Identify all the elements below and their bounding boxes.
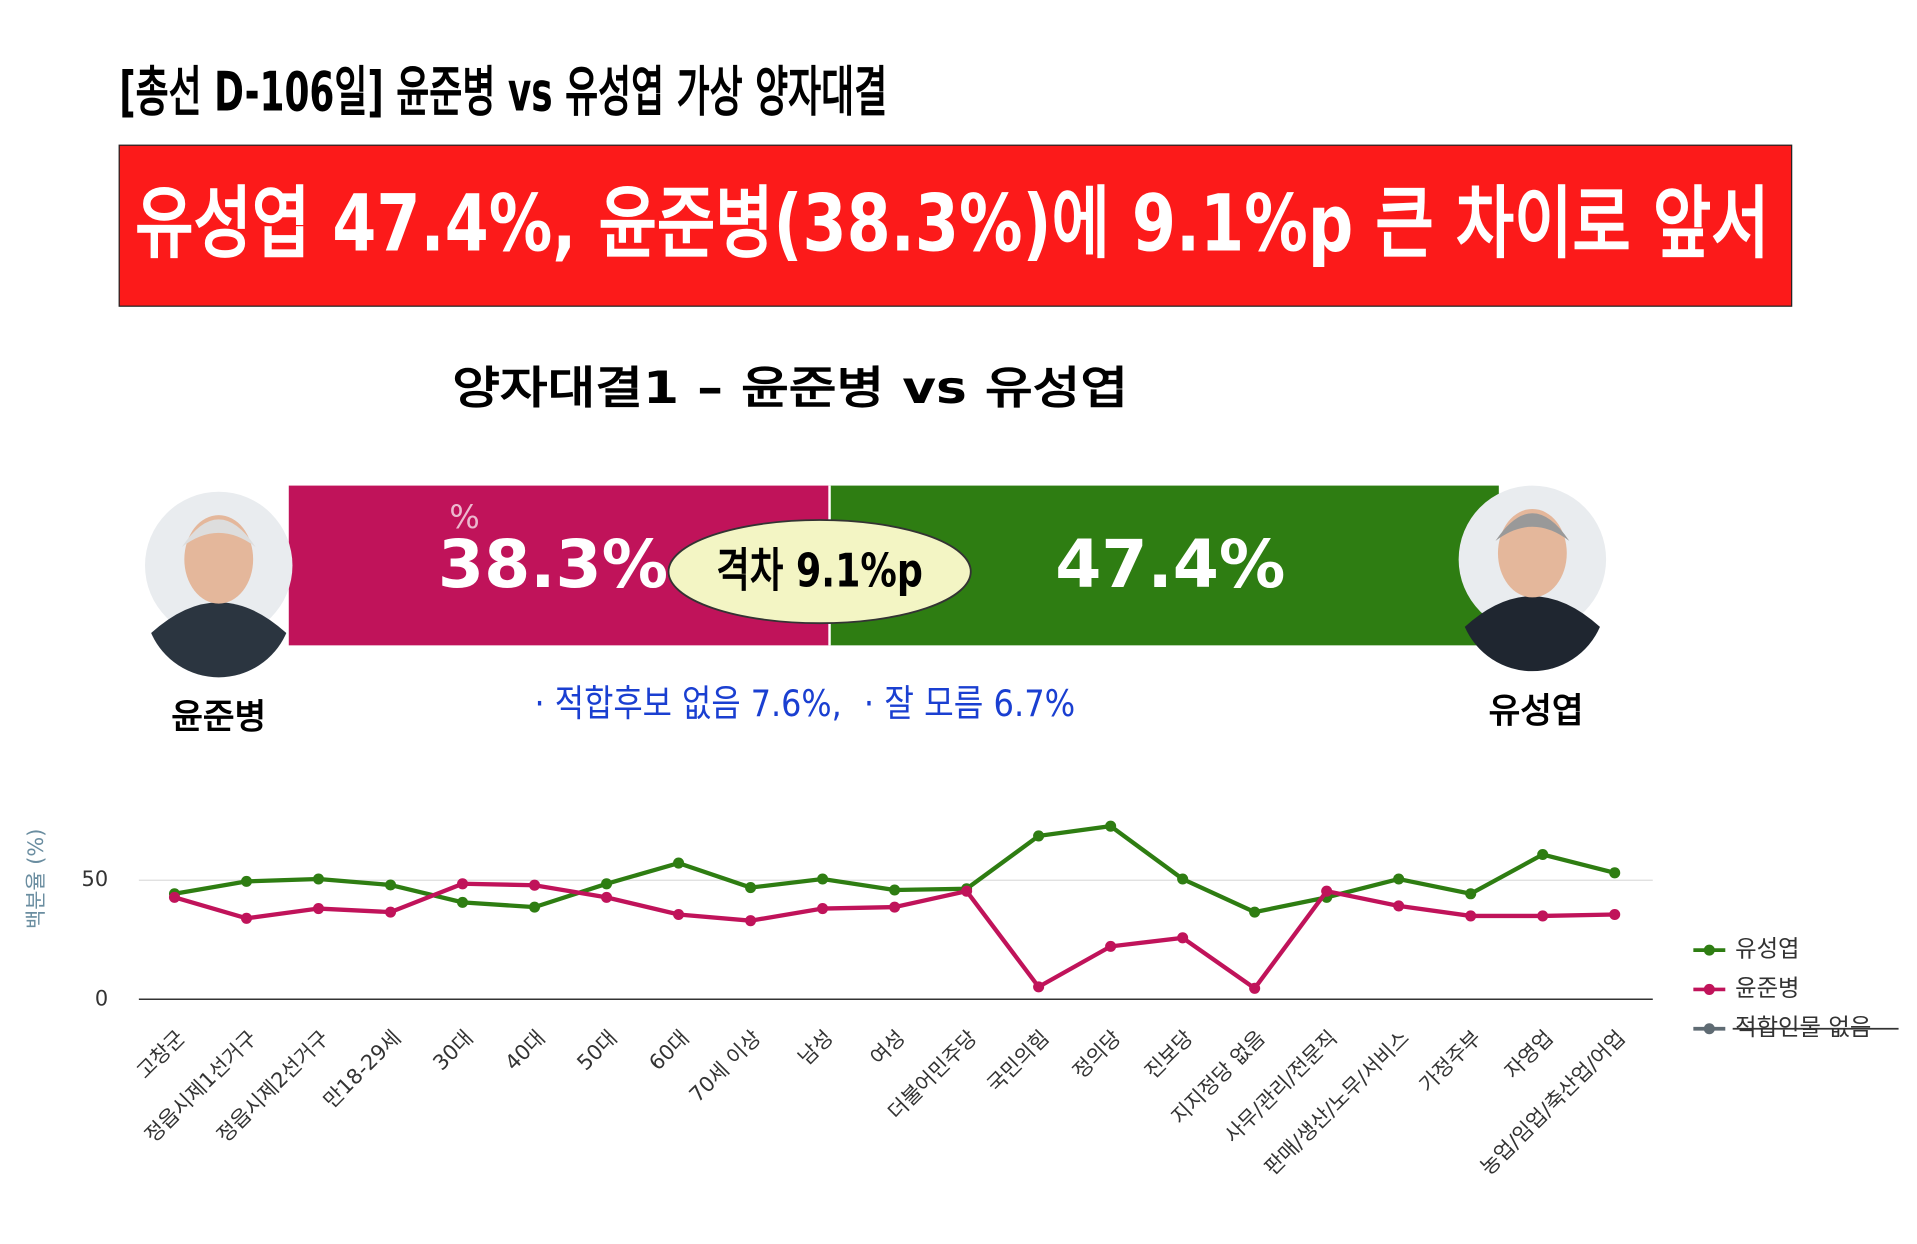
x-tick-label: 70세 이상: [685, 1026, 766, 1107]
gap-label: 격차 9.1%p: [716, 545, 922, 599]
x-tick-label: 60대: [644, 1026, 693, 1075]
data-point: [1321, 885, 1333, 897]
headline: 유성엽 47.4%, 윤준병(38.3%)에 9.1%p 큰 차이로 앞서: [135, 177, 1769, 269]
data-point: [817, 873, 829, 885]
x-tick-label: 농업/임업/축산업/어업: [1476, 1026, 1630, 1180]
legend-dot: [1703, 1023, 1715, 1035]
data-point: [961, 885, 973, 897]
data-point: [673, 908, 685, 921]
photo-suit: [151, 602, 287, 678]
y-axis-label: 백분율 (%): [24, 829, 48, 929]
page-title: [총선 D-106일] 윤준병 vs 유성엽 가상 양자대결: [119, 61, 887, 124]
x-tick-label: 남성: [794, 1026, 838, 1070]
photo-face: [1497, 508, 1567, 598]
stray-mark: %: [449, 498, 479, 536]
bar-value-label: 38.3%: [438, 525, 668, 603]
x-tick-label: 40대: [500, 1026, 549, 1075]
x-tick-label: 30대: [428, 1026, 477, 1075]
series-line: [174, 823, 1616, 915]
legend-label: 적합인물 없음: [1735, 1013, 1871, 1041]
data-point: [1609, 867, 1621, 879]
headline-box: [118, 144, 1793, 307]
data-point: [312, 873, 325, 885]
data-point: [601, 878, 613, 890]
data-point: [889, 901, 901, 913]
data-point: [312, 903, 325, 915]
data-point: [240, 912, 253, 924]
x-tick-label: 국민의힘: [982, 1026, 1053, 1097]
data-point: [1177, 932, 1189, 944]
note: · 적합후보 없음 7.6%,: [535, 682, 842, 725]
data-point: [1105, 820, 1117, 832]
x-tick-label: 판매/생산/노무/서비스: [1260, 1026, 1414, 1180]
y-tick-label: 0: [95, 986, 108, 1010]
data-point: [817, 903, 829, 915]
x-tick-label: 여성: [866, 1026, 910, 1070]
legend-label: 윤준병: [1735, 974, 1799, 1002]
note: · 잘 모름 6.7%: [864, 682, 1075, 725]
data-point: [1465, 888, 1477, 900]
photo-face: [184, 515, 254, 604]
data-point: [384, 879, 397, 891]
data-point: [1249, 982, 1261, 994]
legend-dot: [1703, 944, 1715, 956]
data-point: [168, 891, 181, 903]
data-point: [1033, 981, 1045, 993]
data-point: [673, 857, 685, 869]
data-point: [529, 879, 541, 891]
data-point: [1465, 910, 1477, 922]
data-point: [1033, 830, 1045, 842]
data-point: [601, 891, 613, 903]
x-tick-label: 가정주부: [1415, 1026, 1486, 1097]
data-point: [1393, 873, 1405, 885]
y-tick-label: 50: [82, 867, 109, 891]
series-line: [173, 881, 1615, 992]
data-point: [384, 906, 397, 918]
data-point: [457, 896, 469, 908]
data-point: [1393, 900, 1405, 912]
data-point: [457, 878, 469, 890]
data-point: [745, 915, 757, 927]
subtitle: 양자대결1 – 윤준병 vs 유성엽: [452, 363, 1128, 414]
data-point: [1249, 906, 1261, 918]
data-point: [1177, 873, 1189, 885]
candidate-name: 윤준병: [171, 698, 266, 738]
x-tick-label: 고창군: [132, 1026, 190, 1084]
x-tick-label: 자영업: [1500, 1026, 1558, 1084]
data-point: [529, 901, 541, 913]
data-point: [240, 875, 253, 887]
data-point: [1537, 848, 1549, 861]
legend-dot: [1703, 983, 1715, 995]
x-tick-label: 만18-29세: [319, 1026, 406, 1113]
candidate-name: 유성엽: [1489, 691, 1584, 731]
data-point: [745, 882, 757, 894]
data-point: [889, 884, 901, 896]
photo-hair: [1495, 513, 1570, 541]
data-point: [1609, 908, 1621, 921]
data-point: [1537, 910, 1549, 922]
x-tick-label: 정의당: [1068, 1026, 1126, 1084]
photo-suit: [1464, 596, 1600, 672]
data-point: [1105, 940, 1117, 952]
bar-value-label: 47.4%: [1055, 525, 1285, 603]
x-tick-label: 진보당: [1140, 1026, 1198, 1084]
gap-badge: [667, 519, 972, 625]
photo-hair: [181, 519, 256, 548]
x-tick-label: 50대: [572, 1026, 621, 1075]
legend-label: 유성엽: [1735, 935, 1799, 963]
